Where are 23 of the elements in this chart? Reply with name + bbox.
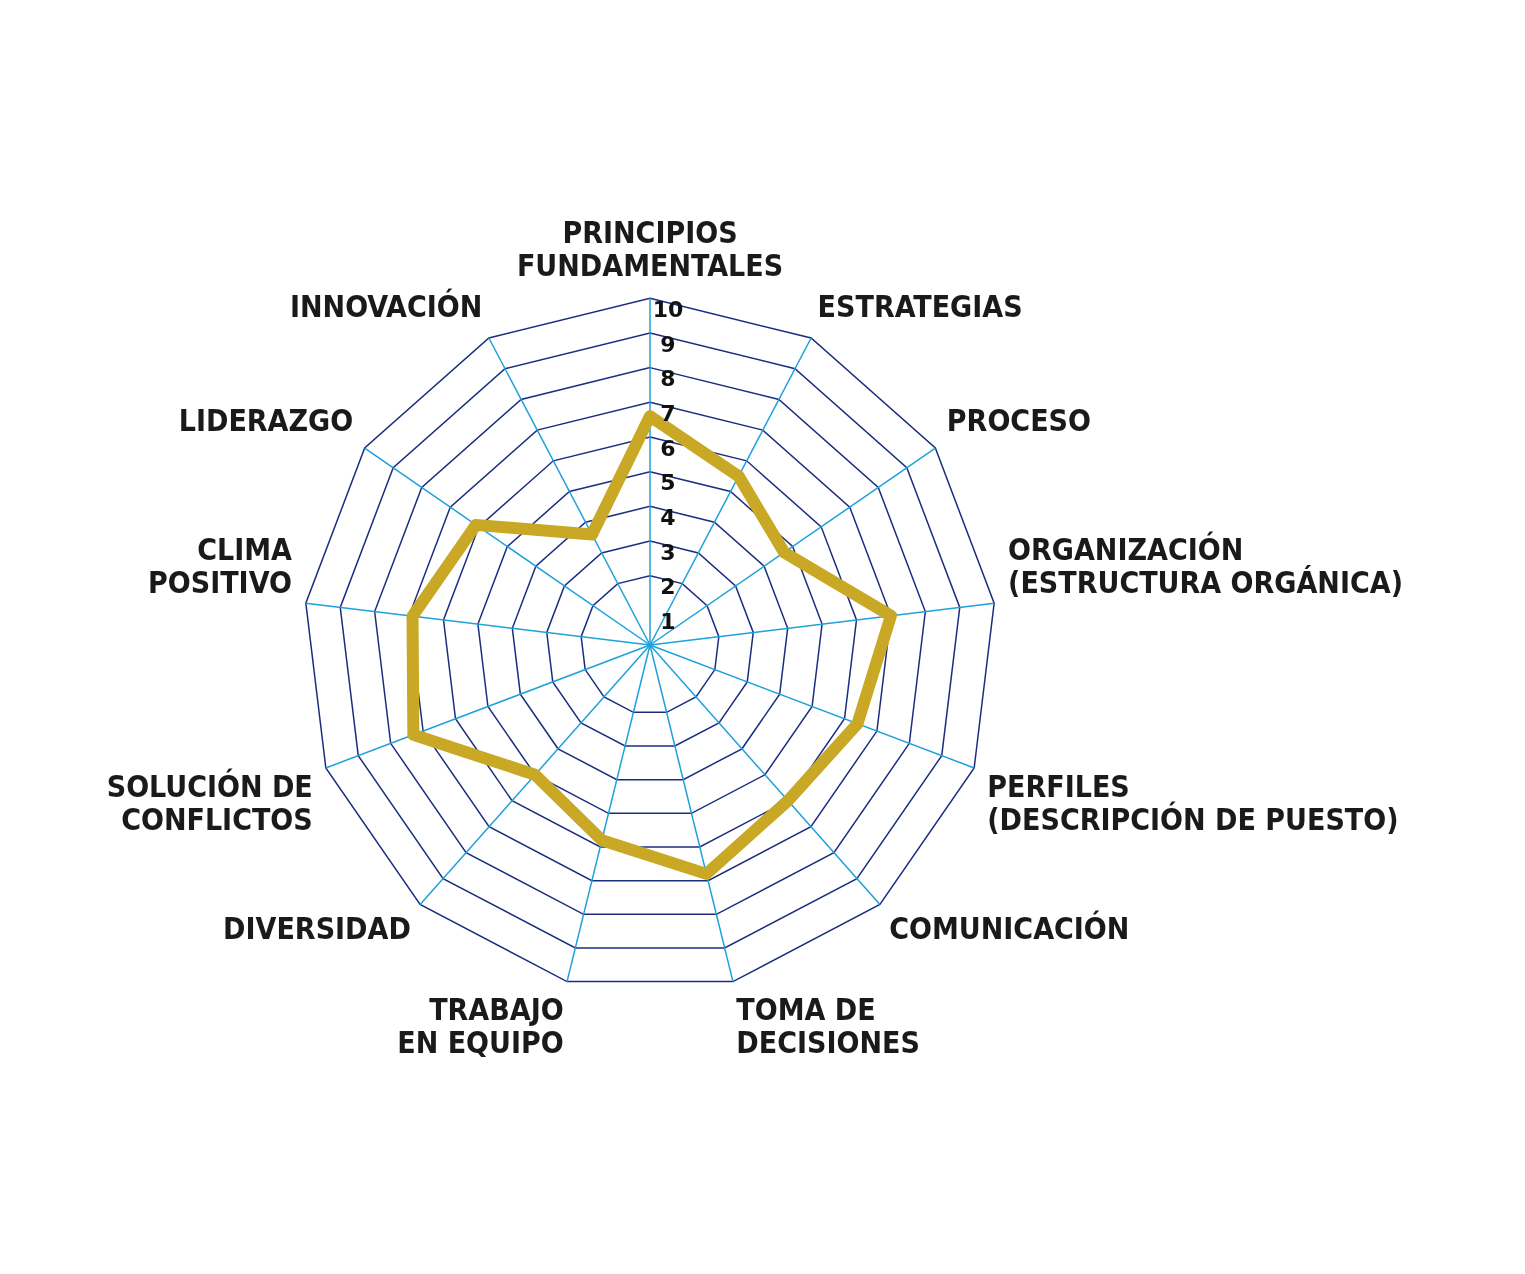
y-tick-label: 1 bbox=[660, 609, 676, 635]
spoke-label: PROCESO bbox=[946, 403, 1091, 439]
spoke-label: TOMA DE DECISIONES bbox=[736, 991, 920, 1060]
y-tick-label: 6 bbox=[660, 435, 676, 461]
spoke-label: SOLUCIÓN DE CONFLICTOS bbox=[106, 768, 313, 838]
spoke-label: INNOVACIÓN bbox=[289, 287, 483, 324]
spoke-label: CLIMA POSITIVO bbox=[148, 531, 293, 600]
spoke-label: PRINCIPIOS FUNDAMENTALES bbox=[516, 214, 784, 283]
spoke-label: COMUNICACIÓN bbox=[889, 910, 1130, 947]
spoke-label: ORGANIZACIÓN (ESTRUCTURA ORGÁNICA) bbox=[1008, 530, 1403, 600]
spoke-label: TRABAJO EN EQUIPO bbox=[397, 991, 564, 1060]
y-tick-label: 9 bbox=[660, 331, 676, 357]
spoke-label: ESTRATEGIAS bbox=[817, 288, 1023, 324]
y-tick-label: 5 bbox=[660, 470, 676, 496]
y-tick-label: 10 bbox=[652, 297, 684, 323]
y-tick-label: 7 bbox=[660, 401, 676, 427]
y-tick-label: 2 bbox=[660, 574, 676, 600]
spoke-label: DIVERSIDAD bbox=[223, 911, 411, 947]
y-tick-label: 8 bbox=[660, 366, 676, 392]
spoke-label: PERFILES (DESCRIPCIÓN DE PUESTO) bbox=[987, 769, 1399, 838]
y-tick-label: 3 bbox=[660, 539, 676, 565]
y-tick-label: 4 bbox=[660, 505, 676, 531]
spoke-label: LIDERAZGO bbox=[178, 403, 354, 439]
